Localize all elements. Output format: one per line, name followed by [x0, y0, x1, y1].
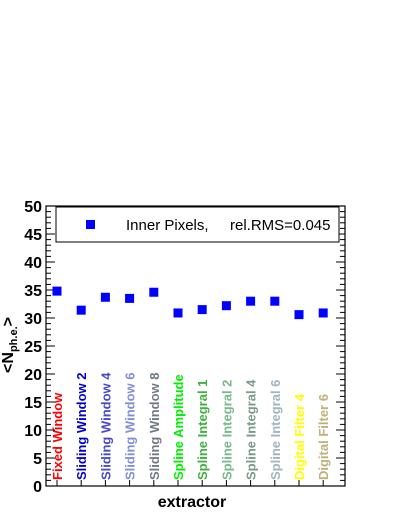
y-tick-label: 35	[24, 283, 42, 300]
data-point	[76, 305, 86, 315]
y-axis-title: <Nph.e.>	[0, 317, 20, 373]
data-point	[173, 308, 183, 318]
x-axis-title: extractor	[158, 494, 226, 511]
data-point	[318, 308, 328, 318]
data-point	[270, 296, 280, 306]
category-label: Digital Filter 6	[316, 394, 331, 480]
category-label: Spline Integral 1	[195, 380, 210, 480]
legend-box	[55, 206, 340, 243]
y-axis-title-tail: >	[0, 317, 17, 326]
category-label: Sliding Window 4	[98, 372, 113, 480]
y-axis-title-main: <N	[0, 352, 17, 373]
data-point	[100, 292, 110, 302]
legend-stat-label: rel.RMS=0.045	[230, 217, 330, 234]
category-label: Spline Integral 4	[244, 379, 259, 480]
y-tick-label: 20	[24, 367, 42, 384]
y-tick-label: 0	[33, 479, 42, 496]
category-label: Fixed Window	[50, 392, 65, 480]
y-tick-label: 5	[33, 451, 42, 468]
y-tick-label: 25	[24, 339, 42, 356]
data-point	[125, 293, 135, 303]
category-label: Sliding Window 8	[147, 373, 162, 481]
category-label: Spline Integral 6	[268, 380, 283, 480]
category-label: Sliding Window 6	[123, 373, 138, 481]
category-label: Sliding Window 2	[74, 373, 89, 481]
y-tick-label: 30	[24, 311, 42, 328]
legend: Inner Pixels, rel.RMS=0.045	[55, 206, 340, 243]
y-axis: 0 5 10 15 20 25 30 35 40 45 50	[24, 199, 345, 496]
data-point	[52, 286, 62, 296]
legend-series-label: Inner Pixels,	[126, 217, 209, 234]
legend-marker	[86, 220, 95, 229]
category-labels: Fixed Window Sliding Window 2 Sliding Wind…	[50, 372, 331, 480]
y-tick-label: 15	[24, 395, 42, 412]
category-label: Spline Integral 2	[219, 380, 234, 480]
data-point	[221, 301, 231, 311]
data-point	[149, 287, 159, 297]
data-point	[246, 296, 256, 306]
data-points	[52, 286, 328, 320]
y-tick-label: 40	[24, 255, 42, 272]
category-label: Digital Filter 4	[292, 393, 307, 480]
category-label: Spline Amplitude	[171, 374, 186, 480]
y-tick-label: 45	[24, 227, 42, 244]
data-point	[197, 305, 207, 315]
y-tick-label: 10	[24, 423, 42, 440]
y-tick-label: 50	[24, 199, 42, 216]
data-point	[294, 310, 304, 320]
y-axis-title-subscript: ph.e.	[8, 326, 20, 352]
